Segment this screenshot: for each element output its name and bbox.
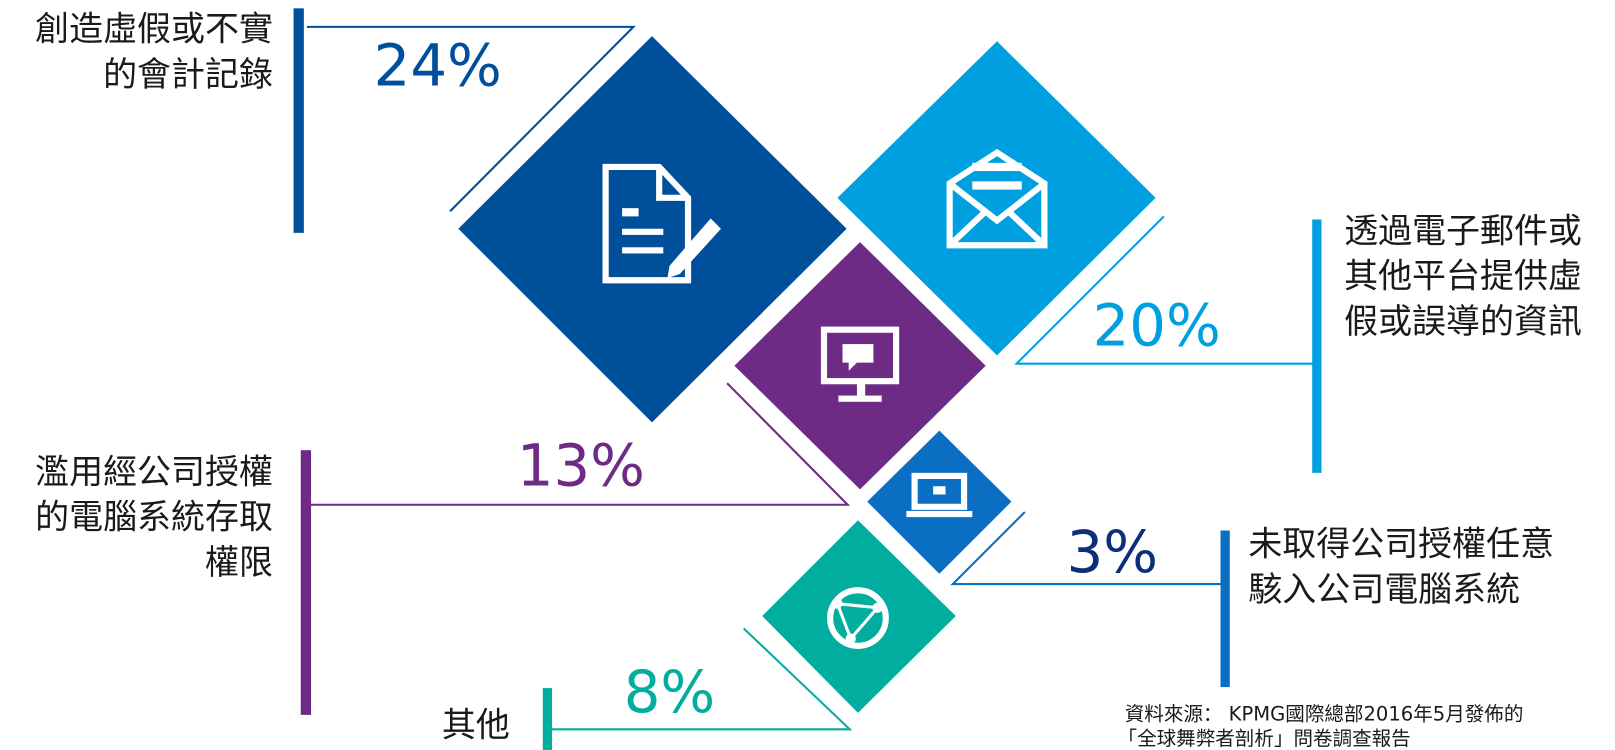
network-icon xyxy=(827,587,889,649)
bar xyxy=(542,688,553,750)
label: 的電腦系統存取 xyxy=(35,498,273,538)
label: 假或誤導的資訊 xyxy=(1344,302,1582,342)
connectors xyxy=(306,25,1316,731)
source: 「全球舞弊者剖析」問卷調查報告 xyxy=(1118,727,1411,750)
percent: 24% xyxy=(374,32,502,100)
label: 駭入公司電腦系統 xyxy=(1248,570,1520,610)
label: 權限 xyxy=(205,543,273,583)
label: 濫用經公司授權 xyxy=(35,452,273,492)
percent: 3% xyxy=(1067,518,1158,586)
bar xyxy=(1220,530,1230,688)
label: 透過電子郵件或 xyxy=(1344,211,1582,251)
label: 的會計記錄 xyxy=(103,55,273,95)
label: 其他平台提供虛 xyxy=(1344,257,1582,297)
mail-icon xyxy=(946,148,1048,249)
document-icon xyxy=(602,163,721,284)
laptop-icon xyxy=(906,472,973,518)
diamond xyxy=(762,520,956,713)
label: 其他 xyxy=(442,706,510,746)
bar xyxy=(1312,219,1322,473)
diamond xyxy=(867,430,1012,574)
bar xyxy=(293,8,304,233)
source: 資料來源： KPMG國際總部2016年5月發佈的 xyxy=(1125,702,1524,725)
percent: 20% xyxy=(1093,291,1221,359)
label: 未取得公司授權任意 xyxy=(1248,524,1554,564)
diamond xyxy=(837,41,1156,356)
percent: 8% xyxy=(624,658,715,726)
label: 創造虛假或不實 xyxy=(35,9,273,49)
monitor-icon xyxy=(820,326,900,402)
bar xyxy=(300,450,312,715)
percent: 13% xyxy=(517,431,645,499)
